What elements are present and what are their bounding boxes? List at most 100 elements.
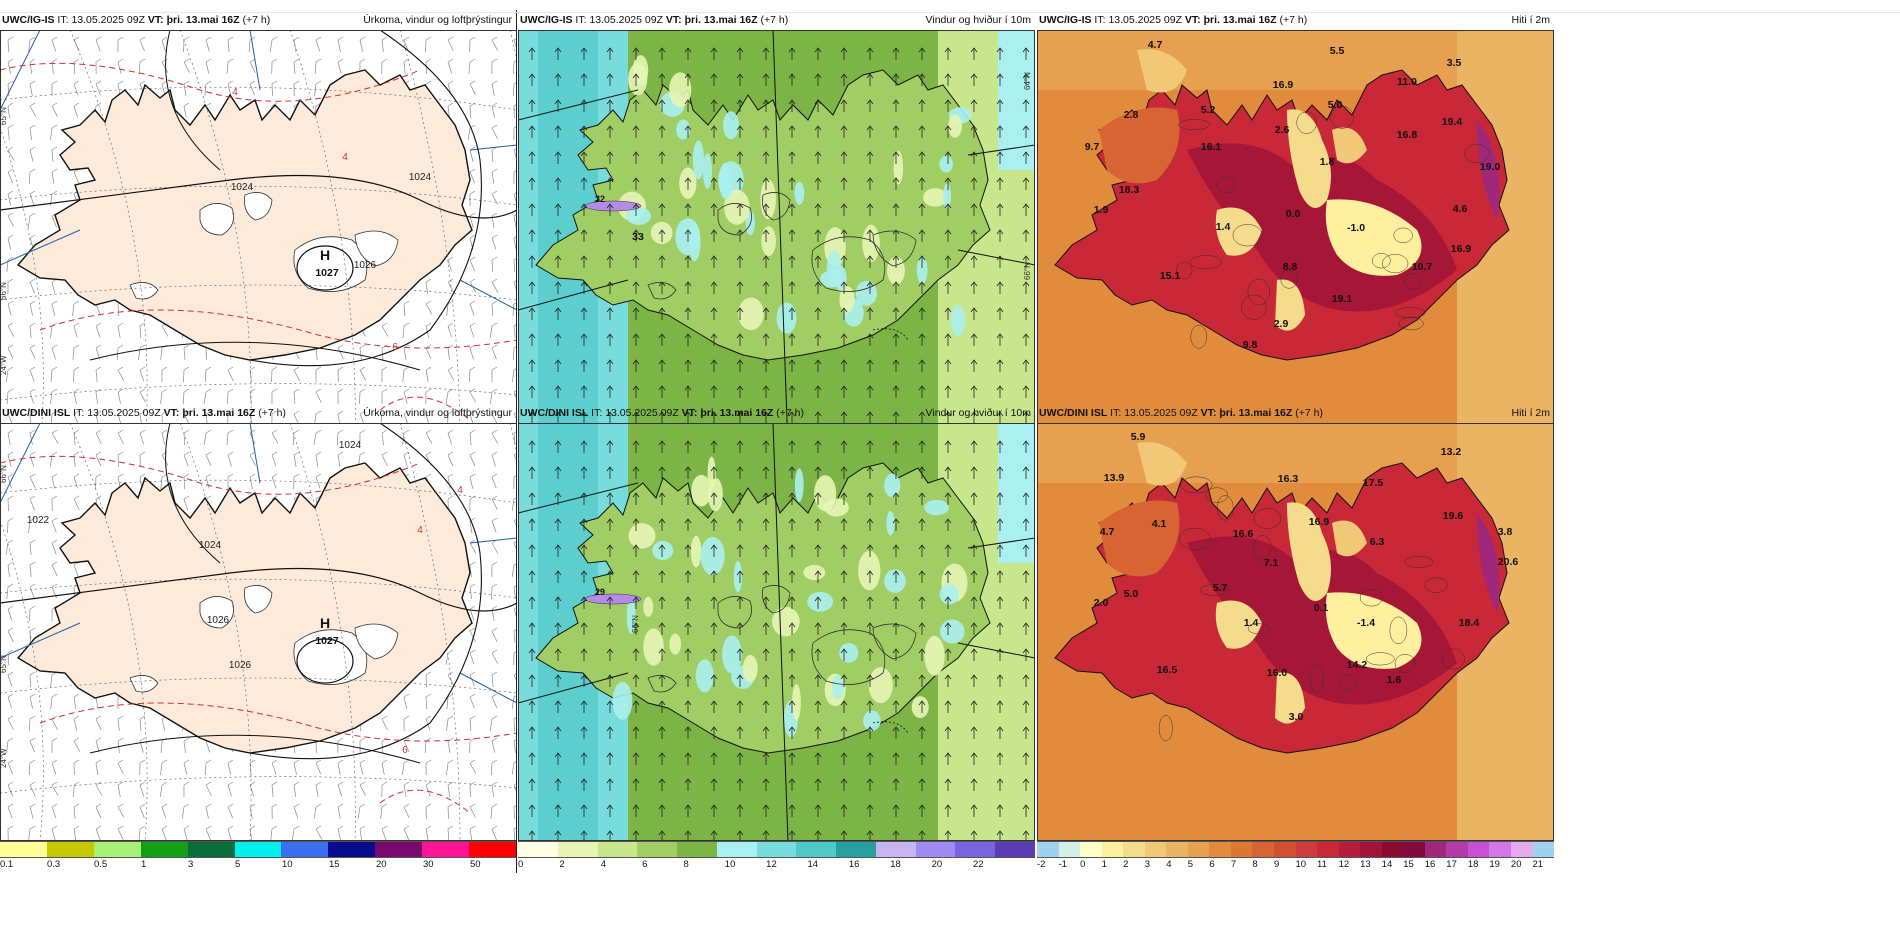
- colorbar-swatch: [1230, 842, 1253, 857]
- colorbar-tick-label: 3: [188, 859, 194, 870]
- model-name: UWC/IG-IS: [2, 14, 55, 26]
- map-value-label: 16.9: [1309, 516, 1330, 528]
- colorbar-swatch: [1467, 842, 1490, 857]
- map-value-label: 15.1: [1160, 270, 1181, 282]
- map-value-label: 1026: [229, 660, 252, 671]
- colorbar-swatch: [716, 842, 757, 857]
- graticule-label: 24°W: [0, 355, 8, 375]
- colorbar-swatch: [469, 842, 516, 857]
- panel-header: UWC/IG-IS IT: 13.05.2025 09Z VT: þri. 13…: [1037, 10, 1554, 30]
- colorbar-tick-label: 20: [376, 859, 387, 870]
- it-label: IT:: [1110, 407, 1122, 419]
- map-value-label: 16.3: [1278, 473, 1299, 485]
- colorbar-tick-label: 19: [1489, 859, 1500, 870]
- top-rule: [0, 12, 1900, 13]
- model-name: UWC/IG-IS: [520, 14, 573, 26]
- map-value-label: 7.1: [1264, 557, 1279, 569]
- colorbar-tick-label: 16: [848, 859, 860, 870]
- vt-label: VT:: [147, 14, 164, 26]
- colorbar-swatches: [518, 841, 1035, 858]
- colorbar-swatch: [1317, 842, 1339, 857]
- init-time: 13.05.2025 09Z: [1124, 407, 1198, 419]
- panel-temp-row1: UWC/DINI ISL IT: 13.05.2025 09Z VT: þri.…: [1037, 403, 1554, 873]
- colorbar-tick-label: 18: [890, 859, 901, 870]
- panel-header: UWC/IG-IS IT: 13.05.2025 09Z VT: þri. 13…: [518, 10, 1035, 30]
- colorbar-swatch: [422, 842, 470, 857]
- colorbar-swatch: [875, 842, 916, 857]
- colorbar-swatch: [1295, 842, 1318, 857]
- colorbar-tick-label: 1: [141, 859, 147, 870]
- graticule-label: 66°N: [631, 615, 640, 633]
- panel-title: Vindur og hviður í 10m: [925, 14, 1031, 26]
- panel-precip-row1: UWC/DINI ISL IT: 13.05.2025 09Z VT: þri.…: [0, 403, 517, 873]
- map-value-label: 0.0: [1286, 208, 1301, 220]
- model-name: UWC/DINI ISL: [1039, 407, 1108, 419]
- lead-time: (+7 h): [1279, 14, 1308, 26]
- map-value-label: 14.2: [1347, 659, 1368, 671]
- run-info: UWC/DINI ISL IT: 13.05.2025 09Z VT: þri.…: [1039, 403, 1323, 423]
- colorbar-tick-label: 0.3: [47, 859, 61, 870]
- map-value-label: 4: [232, 87, 238, 98]
- valid-time: þri. 13.mai 16Z: [182, 407, 256, 419]
- colorbar-swatch: [1144, 842, 1167, 857]
- panel-header: UWC/DINI ISL IT: 13.05.2025 09Z VT: þri.…: [1037, 403, 1554, 423]
- colorbar-tick-label: 2: [1123, 859, 1129, 870]
- panel-precip-row0: UWC/IG-IS IT: 13.05.2025 09Z VT: þri. 13…: [0, 10, 517, 480]
- colorbar-swatch: [637, 842, 678, 857]
- graticule-label: 66°N: [1023, 262, 1032, 280]
- map-value-label: 2.9: [1274, 318, 1289, 330]
- colorbar-swatch: [1209, 842, 1231, 857]
- colorbar: 0 2 4 6 8 10 12 14 16 18 20 22: [518, 841, 1035, 871]
- colorbar-tick-label: 10: [1295, 859, 1307, 870]
- map-temp: 4.7 5.5 3.5 2.8 5.2 16.9 11.0 5.0 19.4 9.7 16.1 2.6…: [1037, 30, 1554, 448]
- map-value-label: 1026: [207, 615, 230, 626]
- map-value-label: 2.0: [1094, 597, 1109, 609]
- map-value-label: 1024: [409, 172, 432, 183]
- colorbar-tick-label: 4: [600, 859, 607, 870]
- colorbar-tick-label: 20: [931, 859, 943, 870]
- colorbar-tick-label: 18: [1467, 859, 1479, 870]
- map-value-label: 5.5: [1330, 45, 1345, 57]
- map-precip: H 1027 1024 1024 1026 4 4 6 65°N 66°N 24°W: [0, 30, 516, 448]
- colorbar-swatch: [140, 842, 188, 857]
- model-name: UWC/DINI ISL: [520, 407, 589, 419]
- map-value-label: 32: [595, 194, 605, 204]
- init-time: 13.05.2025 09Z: [589, 14, 663, 26]
- colorbar-swatch: [1101, 842, 1124, 857]
- map-value-label: 1.9: [1094, 204, 1109, 216]
- map-value-label: 6.3: [1370, 536, 1385, 548]
- colorbar-swatch: [1403, 842, 1425, 857]
- colorbar-swatch: [597, 842, 638, 857]
- colorbar-tick-label: 4: [1166, 859, 1172, 870]
- map-value-label: 6: [402, 745, 408, 756]
- graticule-label: 65°N: [0, 107, 8, 125]
- colorbar-swatch: [328, 842, 376, 857]
- lead-time: (+7 h): [1295, 407, 1323, 419]
- lead-time: (+7 h): [760, 14, 789, 26]
- map-value-label: 5.0: [1124, 588, 1139, 600]
- colorbar-tick-label: 20: [1510, 859, 1522, 870]
- colorbar-tick-label: 12: [1338, 859, 1350, 870]
- colorbar-swatch: [1187, 842, 1210, 857]
- map-value-label: 6: [392, 342, 398, 353]
- colorbar-tick-label: 16: [1424, 859, 1436, 870]
- map-value-label: 5.7: [1213, 582, 1228, 594]
- vt-label: VT:: [1200, 407, 1217, 419]
- init-time: 13.05.2025 09Z: [605, 407, 679, 419]
- map-value-label: 4: [457, 485, 463, 496]
- colorbar-tick-label: 5: [235, 859, 241, 870]
- panel-title: Úrkoma, vindur og loftþrýstingur: [363, 14, 512, 26]
- map-value-label: 0.1: [1314, 602, 1329, 614]
- colorbar-swatch: [955, 842, 996, 857]
- map-value-label: 1024: [199, 540, 222, 551]
- colorbar-tick-label: 9: [1273, 859, 1280, 870]
- panel-title: Hiti í 2m: [1511, 407, 1550, 419]
- map-value-label: 19.4: [1442, 116, 1463, 128]
- valid-time: þri. 13.mai 16Z: [1219, 407, 1293, 419]
- graticule-label: 66°N: [0, 465, 8, 483]
- lead-time: (+7 h): [776, 407, 804, 419]
- map-value-label: 1.6: [1387, 674, 1402, 686]
- colorbar-swatch: [1424, 842, 1447, 857]
- map-value-label: 17.5: [1363, 477, 1384, 489]
- colorbar-swatch: [796, 842, 837, 857]
